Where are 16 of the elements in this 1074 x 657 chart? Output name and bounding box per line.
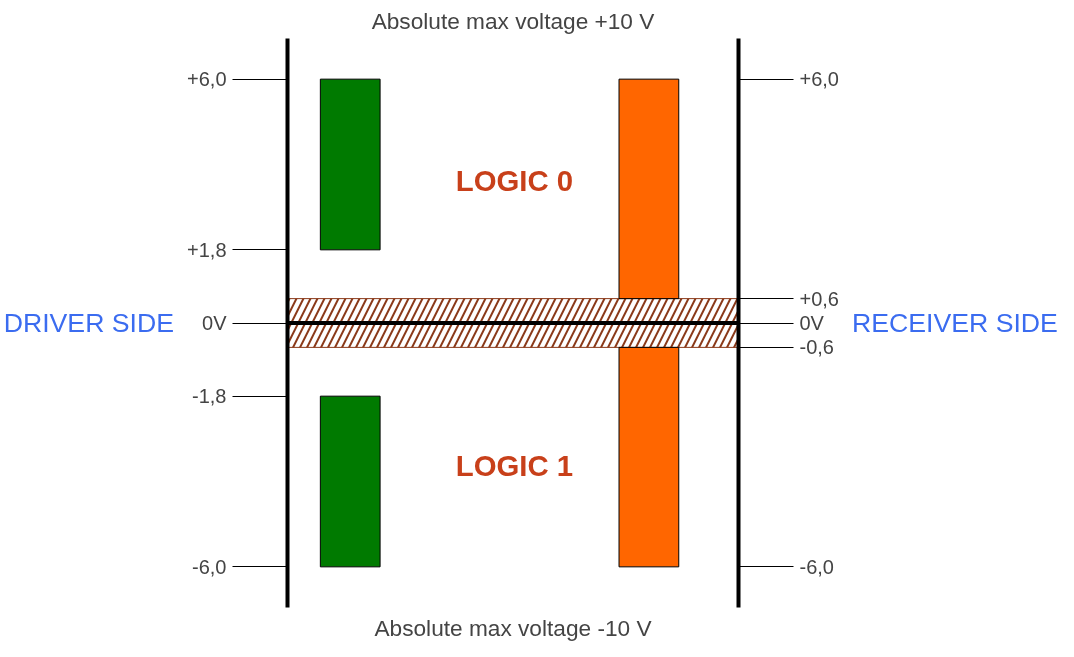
y2-axis-title: RECEIVER SIDE — [851, 308, 1058, 338]
y2-tick-label: -0,6 — [799, 336, 834, 359]
chart-title: Absolute max voltage +10 V — [371, 7, 656, 34]
text: Absolute max voltage -10 V — [374, 614, 653, 641]
y-tick-label: +1,8 — [187, 238, 227, 261]
y-tick-label: -6,0 — [192, 555, 227, 578]
annotation: LOGIC 0 — [455, 164, 574, 198]
y2-tick-label: -6,0 — [799, 555, 834, 578]
annotation: LOGIC 1 — [455, 448, 574, 482]
y-tick-label: -1,8 — [192, 385, 227, 408]
y2-tick-label: +6,0 — [799, 68, 839, 91]
y-tick-label: 0V — [202, 312, 228, 334]
y-tick-label: +6,0 — [187, 68, 227, 91]
y-axis-title: DRIVER SIDE — [3, 308, 175, 338]
y2-tick-label: +0,6 — [799, 287, 839, 310]
y2-tick-label: 0V — [799, 312, 825, 334]
